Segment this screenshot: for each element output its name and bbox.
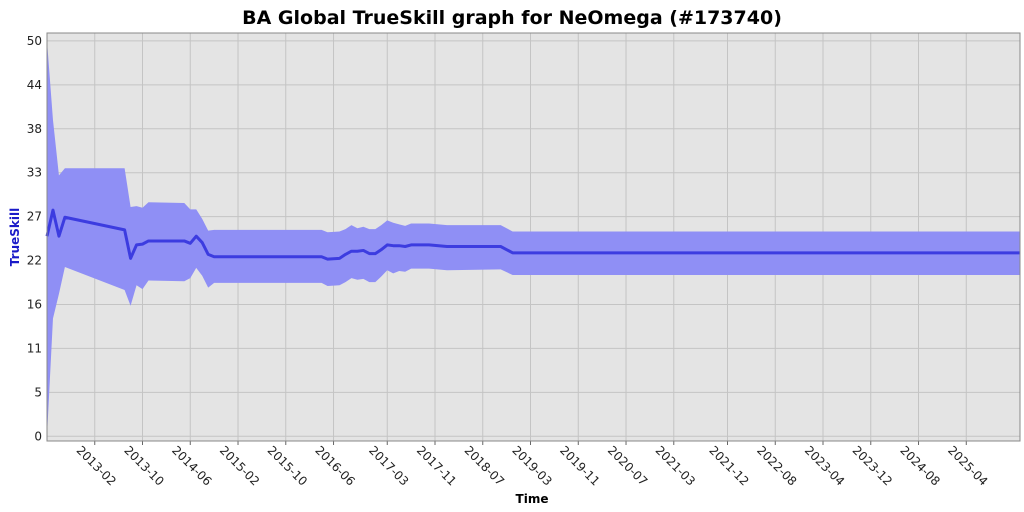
y-tick-label: 5 <box>34 385 42 399</box>
y-tick-label: 33 <box>27 166 42 180</box>
chart-title: BA Global TrueSkill graph for NeOmega (#… <box>242 7 782 29</box>
y-tick-label: 44 <box>27 78 42 92</box>
trueskill-line <box>45 208 1020 261</box>
y-tick-label: 50 <box>27 34 42 48</box>
y-tick-label: 11 <box>27 341 42 355</box>
confidence-band <box>47 40 1020 437</box>
y-tick-label: 38 <box>27 122 42 136</box>
y-tick-label: 22 <box>27 254 42 268</box>
plot-border <box>46 32 1021 442</box>
y-tick-label: 0 <box>34 429 42 443</box>
y-axis-label: TrueSkill <box>8 208 22 266</box>
x-axis-label: Time <box>516 492 549 506</box>
y-tick-label: 27 <box>27 210 42 224</box>
y-tick-label: 16 <box>27 297 42 311</box>
